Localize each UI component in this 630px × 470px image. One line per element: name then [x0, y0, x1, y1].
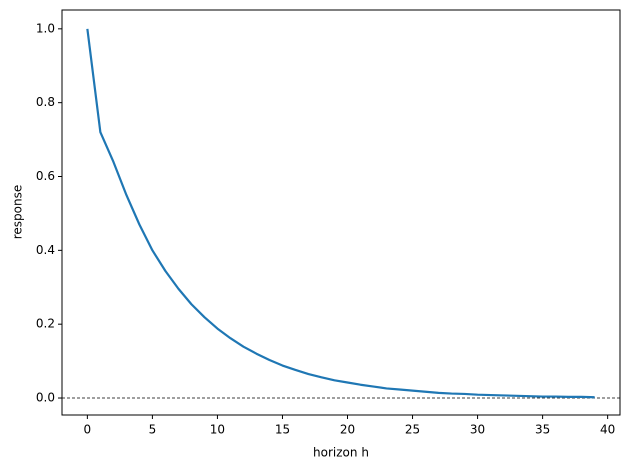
x-tick-label: 30 [470, 423, 485, 437]
y-tick-label: 1.0 [36, 21, 55, 35]
plot-frame [61, 9, 621, 416]
x-tick-label: 25 [405, 423, 420, 437]
x-tick-label: 35 [535, 423, 550, 437]
y-tick-label: 0.8 [36, 95, 55, 109]
y-tick-label: 0.0 [36, 391, 55, 405]
y-tick-label: 0.6 [36, 169, 55, 183]
x-tick-label: 0 [84, 423, 92, 437]
line-series [86, 28, 595, 399]
y-tick-label: 0.2 [36, 317, 55, 331]
x-tick-label: 5 [149, 423, 157, 437]
y-tick-label: 0.4 [36, 243, 55, 257]
x-tick-label: 20 [340, 423, 355, 437]
y-axis-label: response [11, 185, 25, 240]
x-tick-label: 10 [210, 423, 225, 437]
x-tick-label: 40 [600, 423, 615, 437]
x-tick-label: 15 [275, 423, 290, 437]
x-axis-label: horizon h [313, 446, 369, 460]
